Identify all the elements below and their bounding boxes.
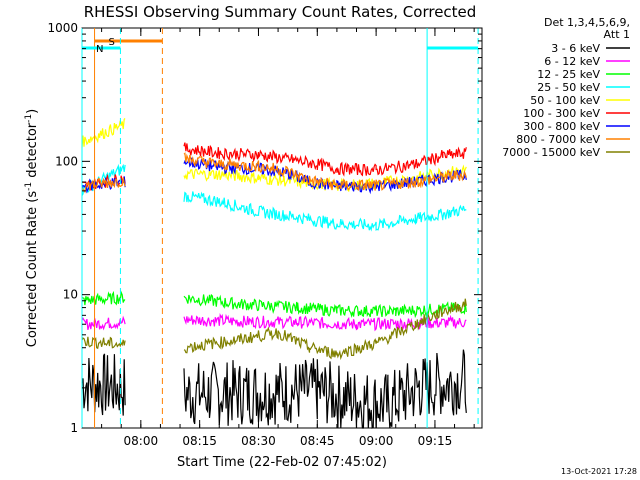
footer-date: 13-Oct-2021 17:28: [561, 467, 637, 476]
legend-label: 300 - 800 keV: [523, 120, 600, 133]
legend-label: 50 - 100 keV: [530, 94, 600, 107]
y-axis-label-sup2: -1: [24, 114, 34, 123]
legend-label: 3 - 6 keV: [551, 42, 600, 55]
series-line: [183, 191, 467, 232]
y-axis-label-suffix: ): [25, 109, 40, 114]
series-line: [81, 315, 126, 331]
y-tick-label: 100: [55, 154, 78, 168]
y-axis-label: Corrected Count Rate (s-1 detector-1): [24, 109, 40, 347]
series-line: [183, 142, 467, 177]
x-tick-label: 08:00: [124, 434, 159, 448]
chart-title: RHESSI Observing Summary Count Rates, Co…: [84, 3, 477, 21]
series-line: [183, 152, 467, 191]
legend-label: 25 - 50 keV: [537, 81, 600, 94]
legend-header-line-1: Det 1,3,4,5,6,9,: [544, 16, 630, 29]
plot-frame: [81, 27, 483, 429]
legend-label: 7000 - 15000 keV: [502, 146, 600, 159]
series-line: [81, 118, 126, 148]
y-tick-label: 1: [70, 421, 78, 435]
series-line: [81, 336, 126, 350]
x-tick-label: 09:15: [418, 434, 453, 448]
y-axis-label-mid: detector: [25, 122, 40, 182]
series-line: [183, 312, 467, 332]
series-7000to15000keV: [81, 298, 467, 361]
legend-label: 6 - 12 keV: [544, 55, 600, 68]
flag-label-S: S: [109, 37, 115, 48]
series-6to12keV: [81, 312, 467, 332]
series-line: [81, 290, 126, 306]
series-line: [81, 353, 126, 416]
series-line: [183, 349, 467, 429]
series-line: [183, 293, 467, 319]
y-tick-label: 1000: [47, 21, 78, 35]
flag-label-N: N: [96, 44, 103, 55]
series-12to25keV: [81, 290, 467, 319]
x-tick-label: 08:45: [300, 434, 335, 448]
x-axis-label: Start Time (22-Feb-02 07:45:02): [177, 455, 387, 470]
series-line: [183, 157, 467, 195]
x-tick-label: 08:30: [241, 434, 276, 448]
series-line: [183, 298, 467, 361]
series-line: [81, 177, 126, 194]
x-tick-label: 08:15: [182, 434, 217, 448]
x-tick-label: 09:00: [359, 434, 394, 448]
legend-label: 12 - 25 keV: [537, 68, 600, 81]
legend-label: 800 - 7000 keV: [516, 133, 600, 146]
y-axis-label-prefix: Corrected Count Rate (s: [25, 191, 40, 348]
series-800to7000keV: [81, 152, 467, 194]
series-3to6keV: [81, 349, 467, 429]
legend-header-line-2: Att 1: [604, 28, 630, 41]
legend-label: 100 - 300 keV: [523, 107, 600, 120]
y-tick-label: 10: [63, 288, 78, 302]
y-axis-label-sup1: -1: [24, 182, 34, 191]
